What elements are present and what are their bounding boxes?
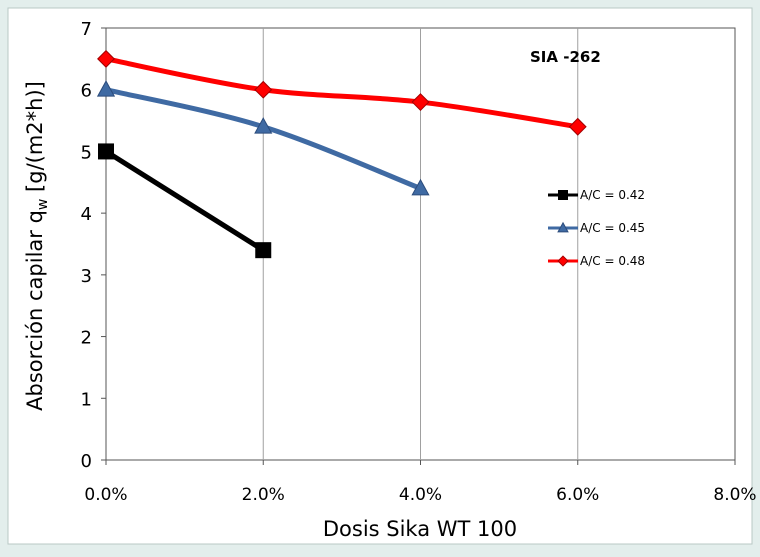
data-point (98, 143, 114, 160)
series-line (103, 148, 266, 253)
legend-marker (557, 221, 569, 233)
annotation-label: SIA -262 (530, 48, 601, 66)
legend-marker (557, 255, 569, 267)
legend: A/C = 0.42 A/C = 0.45 A/C = 0.48 (548, 188, 645, 268)
y-axis-title-main: Absorción capilar q (23, 210, 47, 411)
axes: 0.0% 2.0% 4.0% 6.0% 8.0% 0 1 2 3 4 5 6 7 (81, 19, 757, 505)
data-point (97, 49, 115, 68)
y-axis-title: Absorción capilar qw [g/(m2*h)] (23, 81, 51, 411)
series-3 (97, 49, 587, 136)
x-tick-label: 0.0% (84, 485, 127, 505)
data-series (96, 49, 587, 259)
series-1 (98, 143, 272, 259)
data-point (568, 117, 587, 136)
y-axis-title-unit: [g/(m2*h)] (23, 81, 47, 198)
x-axis-title: Dosis Sika WT 100 (323, 517, 517, 541)
data-point (255, 242, 272, 259)
x-tick-label: 8.0% (713, 485, 756, 505)
legend-label: A/C = 0.45 (580, 221, 645, 235)
y-tick-label: 6 (81, 81, 92, 102)
data-point (254, 117, 273, 134)
data-point (96, 80, 116, 97)
y-axis-title-subscript: w (35, 199, 51, 210)
legend-marker (558, 190, 568, 200)
data-point (254, 80, 273, 99)
legend-label: A/C = 0.42 (580, 188, 645, 202)
x-tick-label: 6.0% (556, 485, 599, 505)
x-tick-label: 2.0% (242, 485, 285, 505)
series-2 (96, 80, 430, 196)
y-tick-label: 7 (81, 19, 92, 40)
legend-label: A/C = 0.48 (580, 254, 645, 268)
legend-entry: A/C = 0.42 (548, 188, 645, 202)
y-tick-label: 4 (81, 204, 92, 225)
legend-entry: A/C = 0.48 (548, 254, 645, 268)
series-line (103, 56, 581, 130)
y-tick-label: 5 (81, 142, 92, 163)
y-tick-label: 3 (81, 266, 92, 287)
legend-entry: A/C = 0.45 (548, 221, 645, 235)
x-tick-label: 4.0% (399, 485, 442, 505)
y-tick-label: 2 (81, 328, 92, 349)
y-tick-label: 1 (81, 389, 92, 410)
data-point (411, 93, 430, 112)
data-point (411, 178, 430, 196)
y-tick-label: 0 (81, 451, 92, 472)
